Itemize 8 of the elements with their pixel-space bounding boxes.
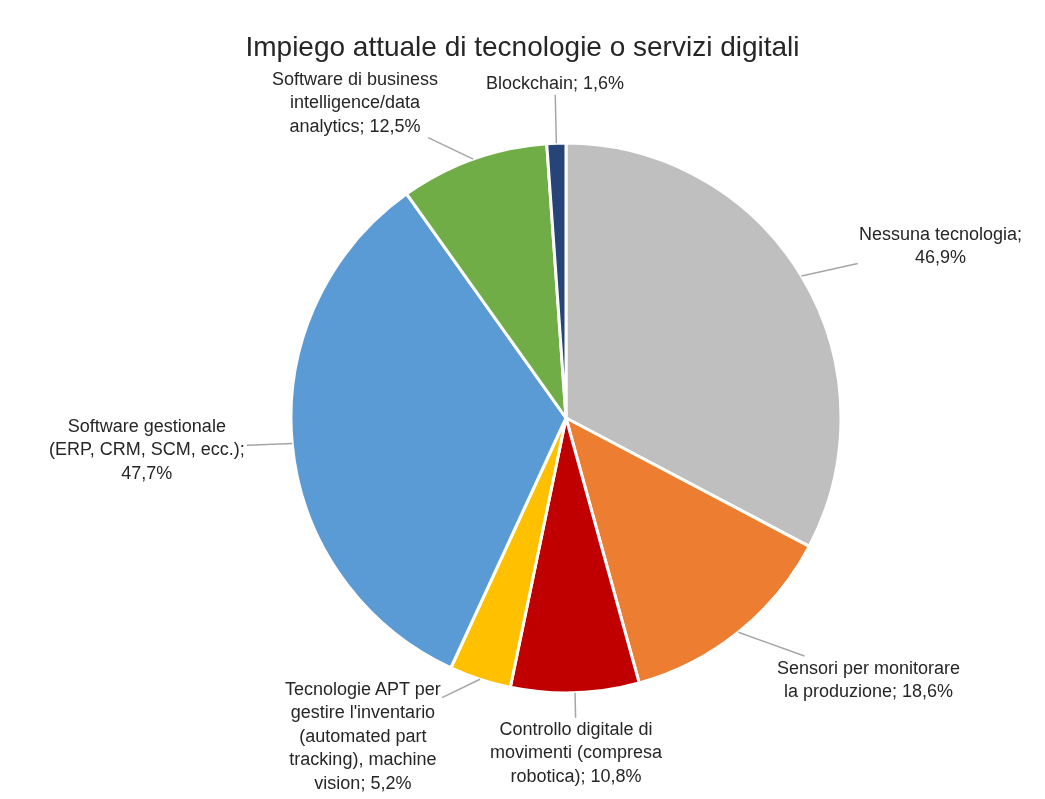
slice-label: Nessuna tecnologia; 46,9%	[859, 224, 1023, 268]
chart-title: Impiego attuale di tecnologie o servizi digitali	[245, 30, 800, 62]
slice-label: Sensori per monitorare la produzione; 18,6%	[777, 658, 961, 702]
slice-label: Software di business intelligence/data analytics; 12,5%	[272, 69, 439, 136]
slice-label: Software gestionale (ERP, CRM, SCM, ecc.); 47,7%	[49, 416, 245, 483]
slice-label: Tecnologie APT per gestire l'inventario (automated part tracking), machine vision; 5,2%	[285, 679, 441, 793]
slice-label: Blockchain; 1,6%	[486, 73, 625, 93]
slice-label: Controllo digitale di movimenti (compresa robotica); 10,8%	[490, 719, 664, 786]
